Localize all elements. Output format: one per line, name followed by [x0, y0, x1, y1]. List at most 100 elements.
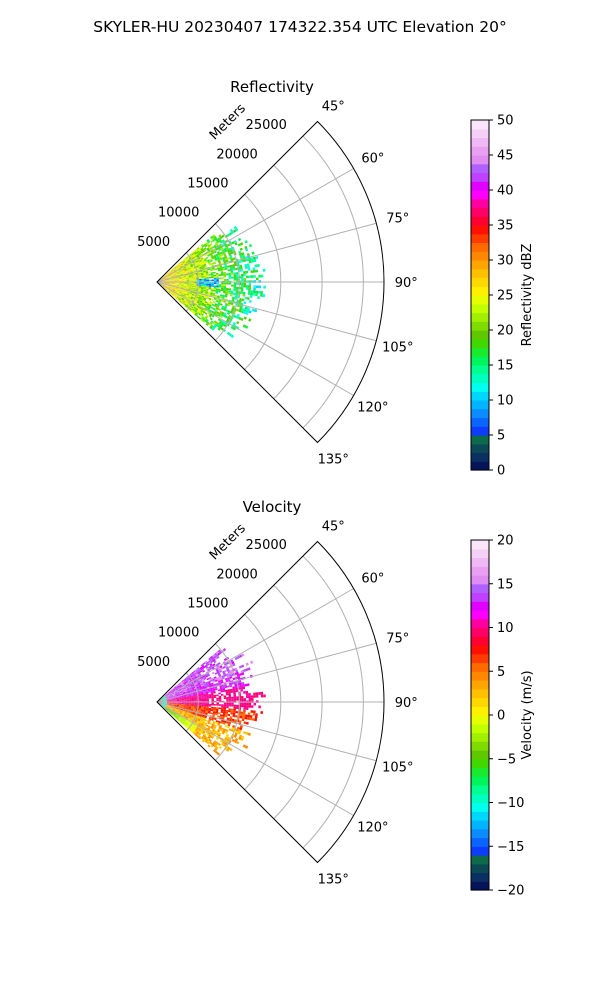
echo-gate	[181, 700, 185, 701]
echo-gate	[166, 289, 169, 292]
echo-gate	[244, 240, 248, 244]
echo-gate	[173, 697, 177, 699]
echo-gate	[233, 282, 237, 285]
echo-gate	[183, 299, 187, 302]
echo-gate	[260, 691, 264, 695]
echo-gate	[187, 302, 191, 305]
echo-gate	[172, 688, 176, 691]
echo-gate	[191, 252, 195, 256]
echo-gate	[218, 299, 222, 302]
echo-gate	[209, 301, 213, 304]
echo-gate	[191, 295, 194, 298]
echo-gate	[177, 289, 181, 292]
echo-gate	[203, 729, 207, 733]
echo-gate	[221, 684, 225, 687]
echo-gate	[203, 692, 206, 694]
echo-gate	[178, 684, 182, 687]
echo-gate	[223, 308, 227, 312]
echo-gate	[190, 716, 194, 719]
echo-gate	[208, 262, 211, 265]
echo-gate	[178, 298, 181, 301]
echo-gate	[196, 294, 200, 297]
echo-gate	[164, 280, 167, 281]
echo-gate	[196, 681, 200, 684]
echo-gate	[233, 286, 237, 289]
echo-gate	[203, 706, 207, 708]
echo-gate	[175, 694, 179, 696]
echo-gate	[224, 677, 228, 681]
echo-gate	[228, 276, 232, 279]
echo-gate	[181, 695, 184, 698]
echo-gate	[190, 296, 194, 299]
echo-gate	[191, 275, 194, 277]
echo-gate	[180, 273, 184, 276]
echo-gate	[196, 731, 199, 735]
echo-gate	[168, 695, 171, 698]
azimuth-spoke	[156, 168, 354, 283]
echo-gate	[187, 678, 190, 682]
echo-gate	[223, 273, 227, 276]
echo-gate	[168, 285, 172, 288]
echo-gate	[220, 681, 224, 684]
echo-gate	[252, 269, 256, 273]
echo-gate	[171, 283, 175, 285]
echo-gate	[234, 685, 238, 689]
echo-gate	[191, 276, 194, 278]
echo-gate	[193, 276, 197, 278]
echo-gate	[182, 681, 186, 684]
echo-gate	[190, 274, 194, 276]
echo-gate	[189, 713, 193, 715]
echo-gate	[196, 735, 200, 738]
echo-gate	[191, 278, 195, 280]
echo-gate	[161, 279, 164, 281]
echo-gate	[203, 247, 207, 251]
panel-reflectivity: Reflectivity45°60°75°90°105°120°135°5000…	[137, 78, 535, 479]
echo-gate	[222, 320, 226, 324]
echo-gate	[201, 282, 205, 284]
echo-gate	[246, 717, 250, 720]
echo-gate	[209, 733, 213, 737]
echo-gate	[217, 680, 221, 683]
echo-gate	[199, 735, 202, 739]
echo-gate	[176, 698, 180, 700]
echo-gate	[222, 722, 226, 725]
echo-gate	[218, 668, 222, 672]
echo-gate	[169, 699, 172, 700]
colorbar-segment	[471, 128, 489, 139]
echo-gate	[191, 251, 194, 255]
echo-gate	[181, 268, 184, 270]
colorbar-segment	[471, 260, 489, 270]
echo-gate	[164, 274, 167, 277]
echo-gate	[250, 710, 254, 713]
echo-gate	[168, 706, 171, 708]
echo-gate	[172, 273, 175, 275]
echo-gate	[228, 288, 232, 291]
echo-gate	[241, 252, 245, 256]
echo-gate	[204, 282, 207, 284]
echo-gate	[244, 714, 248, 718]
echo-gate	[203, 257, 207, 261]
echo-gate	[255, 713, 258, 717]
echo-gate	[209, 258, 213, 261]
echo-gate	[220, 693, 224, 696]
echo-gate	[189, 269, 193, 272]
echo-gate	[201, 696, 204, 698]
echo-gate	[177, 291, 180, 293]
echo-gate	[168, 277, 172, 279]
echo-gate	[197, 719, 201, 722]
colorbar-segment	[471, 417, 489, 427]
echo-gate	[208, 283, 212, 286]
echo-gate	[212, 307, 216, 311]
echo-gate	[221, 675, 225, 678]
echo-gate	[218, 321, 223, 325]
echo-gate	[169, 271, 172, 274]
echo-gate	[161, 283, 164, 285]
echo-gate	[253, 695, 256, 698]
echo-gate	[207, 271, 211, 273]
echo-gate	[213, 703, 217, 706]
sector-frame	[156, 120, 385, 444]
echo-gate	[250, 290, 254, 293]
echo-gate	[172, 288, 176, 290]
echo-gate	[184, 259, 188, 262]
echo-gate	[203, 272, 206, 274]
